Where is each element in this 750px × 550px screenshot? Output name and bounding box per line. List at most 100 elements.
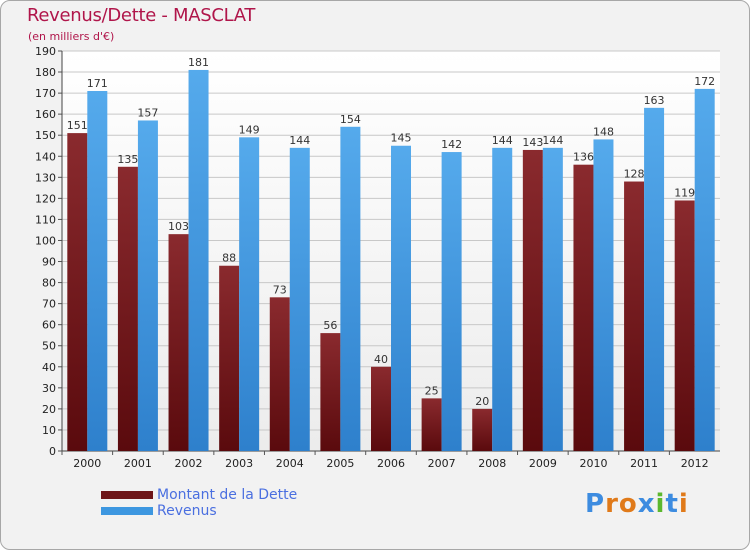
data-label-revenus: 144 xyxy=(492,134,513,147)
data-label-revenus: 154 xyxy=(340,113,361,126)
data-label-dette: 73 xyxy=(273,283,287,296)
data-label-revenus: 181 xyxy=(188,56,209,69)
y-tick-label: 70 xyxy=(42,298,56,311)
data-label-revenus: 142 xyxy=(441,138,462,151)
bar-dette xyxy=(67,133,88,451)
bar-revenus xyxy=(542,147,563,451)
y-tick-label: 0 xyxy=(49,445,56,458)
bar-revenus xyxy=(137,120,158,451)
logo-letter: r xyxy=(605,489,619,519)
chart-title: Revenus/Dette - MASCLAT xyxy=(27,5,256,26)
bar-revenus xyxy=(492,147,513,451)
data-label-revenus: 163 xyxy=(644,94,665,107)
data-label-dette: 103 xyxy=(168,220,189,233)
data-label-revenus: 144 xyxy=(542,134,563,147)
y-tick-label: 150 xyxy=(35,129,56,142)
bar-dette xyxy=(674,200,695,451)
data-label-dette: 25 xyxy=(425,384,439,397)
data-label-revenus: 144 xyxy=(289,134,310,147)
bar-dette xyxy=(522,149,543,451)
bar-revenus xyxy=(239,137,260,451)
logo-letter: i xyxy=(655,489,666,519)
data-label-revenus: 172 xyxy=(694,75,715,88)
y-tick-label: 20 xyxy=(42,403,56,416)
data-label-revenus: 148 xyxy=(593,125,614,138)
bar-dette xyxy=(573,164,594,451)
x-tick-label: 2001 xyxy=(124,457,152,470)
logo-letter: o xyxy=(618,489,638,519)
proxiti-logo: Proxiti xyxy=(585,489,689,519)
y-tick-label: 140 xyxy=(35,150,56,163)
y-tick-label: 180 xyxy=(35,66,56,79)
x-tick-label: 2005 xyxy=(326,457,354,470)
bar-revenus xyxy=(391,145,411,451)
chart-subtitle: (en milliers d'€) xyxy=(28,30,115,43)
data-label-dette: 151 xyxy=(67,119,88,132)
chart-legend: Montant de la Dette Revenus xyxy=(101,487,297,519)
legend-swatch-revenus xyxy=(101,507,153,515)
y-tick-label: 10 xyxy=(42,424,56,437)
data-label-dette: 135 xyxy=(117,153,138,166)
bar-revenus xyxy=(694,88,715,451)
x-tick-label: 2011 xyxy=(630,457,658,470)
legend-label-revenus: Revenus xyxy=(157,503,217,519)
data-label-dette: 56 xyxy=(323,319,337,332)
data-label-dette: 136 xyxy=(573,151,594,164)
bar-revenus xyxy=(441,152,462,452)
bar-revenus xyxy=(87,91,108,451)
data-label-dette: 40 xyxy=(374,353,388,366)
bar-revenus xyxy=(340,126,361,451)
bar-dette xyxy=(320,333,341,451)
bar-dette xyxy=(168,234,189,451)
logo-letter: i xyxy=(678,489,689,519)
data-label-dette: 119 xyxy=(674,186,695,199)
y-tick-label: 30 xyxy=(42,382,56,395)
legend-item-revenus: Revenus xyxy=(101,503,297,519)
x-tick-label: 2007 xyxy=(428,457,456,470)
bar-dette xyxy=(219,265,240,451)
y-tick-label: 80 xyxy=(42,277,56,290)
bar-dette xyxy=(117,166,138,451)
data-label-revenus: 145 xyxy=(391,132,412,145)
y-tick-label: 170 xyxy=(35,87,56,100)
logo-letter: x xyxy=(637,489,656,519)
x-tick-label: 2010 xyxy=(579,457,607,470)
logo-letter: P xyxy=(585,489,606,519)
y-tick-label: 50 xyxy=(42,340,56,353)
x-tick-label: 2008 xyxy=(478,457,506,470)
y-tick-label: 110 xyxy=(35,213,56,226)
x-tick-label: 2000 xyxy=(73,457,101,470)
bar-dette xyxy=(624,181,645,452)
data-label-revenus: 171 xyxy=(87,77,108,90)
data-label-revenus: 149 xyxy=(239,123,260,136)
y-tick-label: 90 xyxy=(42,256,56,269)
bar-dette xyxy=(472,408,493,451)
x-tick-label: 2012 xyxy=(681,457,709,470)
data-label-revenus: 157 xyxy=(137,106,158,119)
bar-revenus xyxy=(188,69,209,452)
x-tick-label: 2006 xyxy=(377,457,405,470)
data-label-dette: 143 xyxy=(522,136,543,149)
legend-swatch-dette xyxy=(101,491,153,499)
x-tick-label: 2004 xyxy=(276,457,304,470)
x-tick-label: 2003 xyxy=(225,457,253,470)
bar-revenus xyxy=(289,147,310,451)
legend-item-dette: Montant de la Dette xyxy=(101,487,297,503)
y-tick-label: 100 xyxy=(35,234,56,247)
x-tick-label: 2009 xyxy=(529,457,557,470)
bar-revenus xyxy=(644,107,665,451)
bar-dette xyxy=(421,398,442,451)
data-label-dette: 128 xyxy=(624,168,645,181)
y-tick-label: 60 xyxy=(42,319,56,332)
data-label-dette: 88 xyxy=(222,252,236,265)
bar-dette xyxy=(269,297,290,451)
y-tick-label: 120 xyxy=(35,192,56,205)
data-label-dette: 20 xyxy=(475,395,489,408)
y-tick-label: 160 xyxy=(35,108,56,121)
y-tick-label: 190 xyxy=(35,45,56,58)
bar-dette xyxy=(371,366,391,451)
y-tick-label: 130 xyxy=(35,171,56,184)
y-tick-label: 40 xyxy=(42,361,56,374)
logo-letter: t xyxy=(665,489,679,519)
